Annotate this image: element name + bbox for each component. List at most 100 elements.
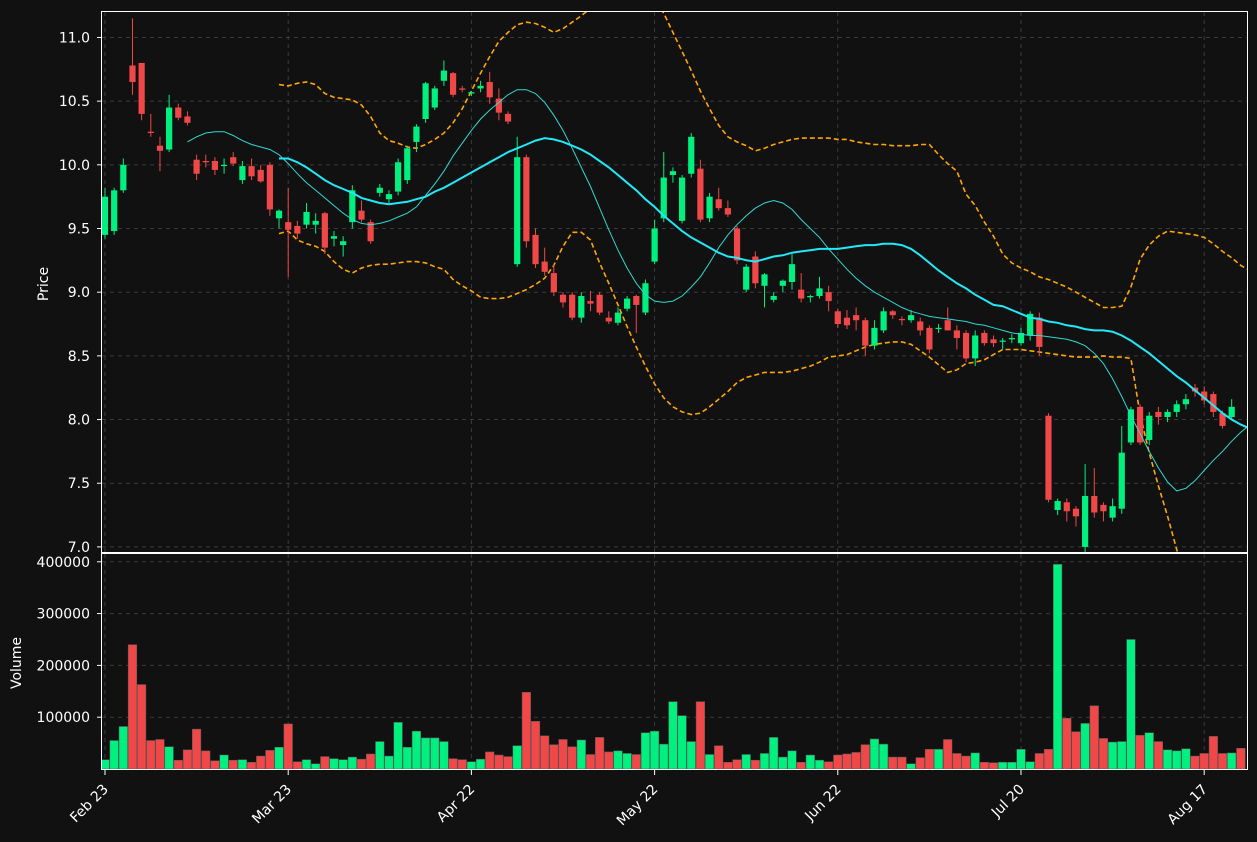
- candle-body: [999, 340, 1006, 342]
- candle-body: [395, 162, 402, 192]
- volume-bar: [558, 739, 568, 769]
- volume-bar: [1089, 705, 1099, 769]
- volume-bar: [695, 701, 705, 769]
- volume-bar: [439, 741, 449, 769]
- volume-bar: [137, 684, 147, 769]
- fast-ma-line: [187, 89, 1247, 492]
- candle-body: [1017, 332, 1025, 344]
- volume-bar: [576, 739, 586, 769]
- volume-bar: [567, 746, 577, 769]
- volume-bar: [421, 737, 431, 769]
- volume-bar: [677, 715, 687, 769]
- candle-body: [733, 228, 741, 261]
- candle-body: [752, 256, 759, 284]
- candle-body: [779, 280, 786, 286]
- volume-bar: [814, 759, 825, 769]
- volume-bar: [1227, 752, 1237, 769]
- candle-body: [715, 199, 722, 209]
- volume-bar: [1025, 761, 1035, 769]
- candle-body: [1164, 411, 1171, 417]
- candle-body: [1063, 502, 1070, 512]
- volume-bars: [102, 564, 1246, 769]
- candle-body: [1008, 338, 1015, 340]
- candle-body: [1036, 317, 1043, 347]
- candle-body: [862, 320, 869, 346]
- volume-bar: [466, 761, 476, 769]
- candle-body: [175, 107, 182, 118]
- volume-bar: [457, 759, 467, 769]
- volume-bar: [1098, 738, 1108, 769]
- candle-body: [1201, 391, 1208, 401]
- candle-body: [376, 187, 383, 193]
- candle-body: [633, 296, 640, 305]
- volume-bar: [274, 746, 284, 769]
- volume-bar: [952, 753, 962, 769]
- volume-bar: [585, 754, 596, 769]
- volume-bar: [155, 739, 165, 769]
- candle-body: [981, 332, 988, 344]
- volume-bar: [631, 754, 641, 769]
- volume-bar: [393, 722, 403, 769]
- volume-bar: [833, 754, 843, 769]
- candle-body: [330, 236, 338, 239]
- candle-body: [898, 318, 906, 321]
- candle-body: [367, 222, 374, 242]
- candle-body: [907, 315, 915, 321]
- volume-bar: [1007, 762, 1017, 769]
- bollinger-bands: [278, 12, 1247, 552]
- volume-bar: [924, 749, 934, 769]
- candle-body: [220, 164, 228, 167]
- candle-body: [129, 65, 136, 83]
- candle-body: [358, 210, 365, 220]
- volume-bar: [521, 692, 531, 769]
- candle-body: [230, 157, 237, 164]
- volume-bar: [127, 644, 138, 769]
- volume-bar: [988, 762, 999, 769]
- candle-body: [303, 211, 310, 225]
- volume-bar: [778, 756, 788, 769]
- candle-body: [523, 157, 530, 242]
- candle-body: [926, 327, 933, 350]
- volume-bar: [750, 759, 760, 769]
- volume-bar: [540, 735, 550, 769]
- price-axis-label: Price: [36, 267, 52, 301]
- volume-tick-label: 100000: [37, 710, 90, 726]
- candle-body: [156, 145, 164, 151]
- volume-bar: [970, 752, 980, 769]
- volume-panel: 100000 200000 300000 400000 Volume: [9, 553, 1248, 770]
- volume-bar: [824, 761, 834, 769]
- volume-bar: [1163, 749, 1173, 769]
- price-tick-label: 7.5: [68, 476, 90, 492]
- candle-body: [1082, 495, 1089, 547]
- volume-bar: [769, 737, 779, 769]
- volume-bar: [265, 750, 275, 769]
- candle-body: [761, 274, 768, 286]
- volume-bar: [961, 755, 971, 769]
- volume-bar: [787, 750, 797, 769]
- candle-body: [889, 311, 896, 316]
- candle-body: [843, 317, 851, 326]
- volume-bar: [430, 737, 440, 769]
- volume-bar: [1172, 750, 1182, 769]
- volume-bar: [613, 750, 623, 769]
- volume-bar: [283, 723, 293, 769]
- volume-bar: [448, 758, 458, 769]
- candle-body: [1127, 409, 1135, 443]
- volume-bar: [1208, 736, 1218, 769]
- candle-body: [944, 320, 951, 331]
- volume-bar: [934, 749, 944, 769]
- candle-body: [935, 327, 942, 330]
- volume-bar: [897, 756, 907, 769]
- candle-body: [605, 317, 612, 322]
- volume-bar: [640, 732, 650, 769]
- price-tick-label: 8.0: [68, 413, 90, 429]
- candle-body: [138, 62, 145, 114]
- price-y-axis: 7.0 7.5 8.0 8.5 9.0 9.5 10.0 10.5 11.0: [59, 30, 102, 556]
- candle-body: [459, 88, 466, 90]
- volume-bar: [759, 753, 770, 769]
- candle-body: [486, 82, 493, 98]
- volume-bar: [979, 762, 989, 769]
- candle-body: [193, 159, 200, 174]
- candle-body: [853, 315, 860, 321]
- volume-bar: [943, 739, 953, 769]
